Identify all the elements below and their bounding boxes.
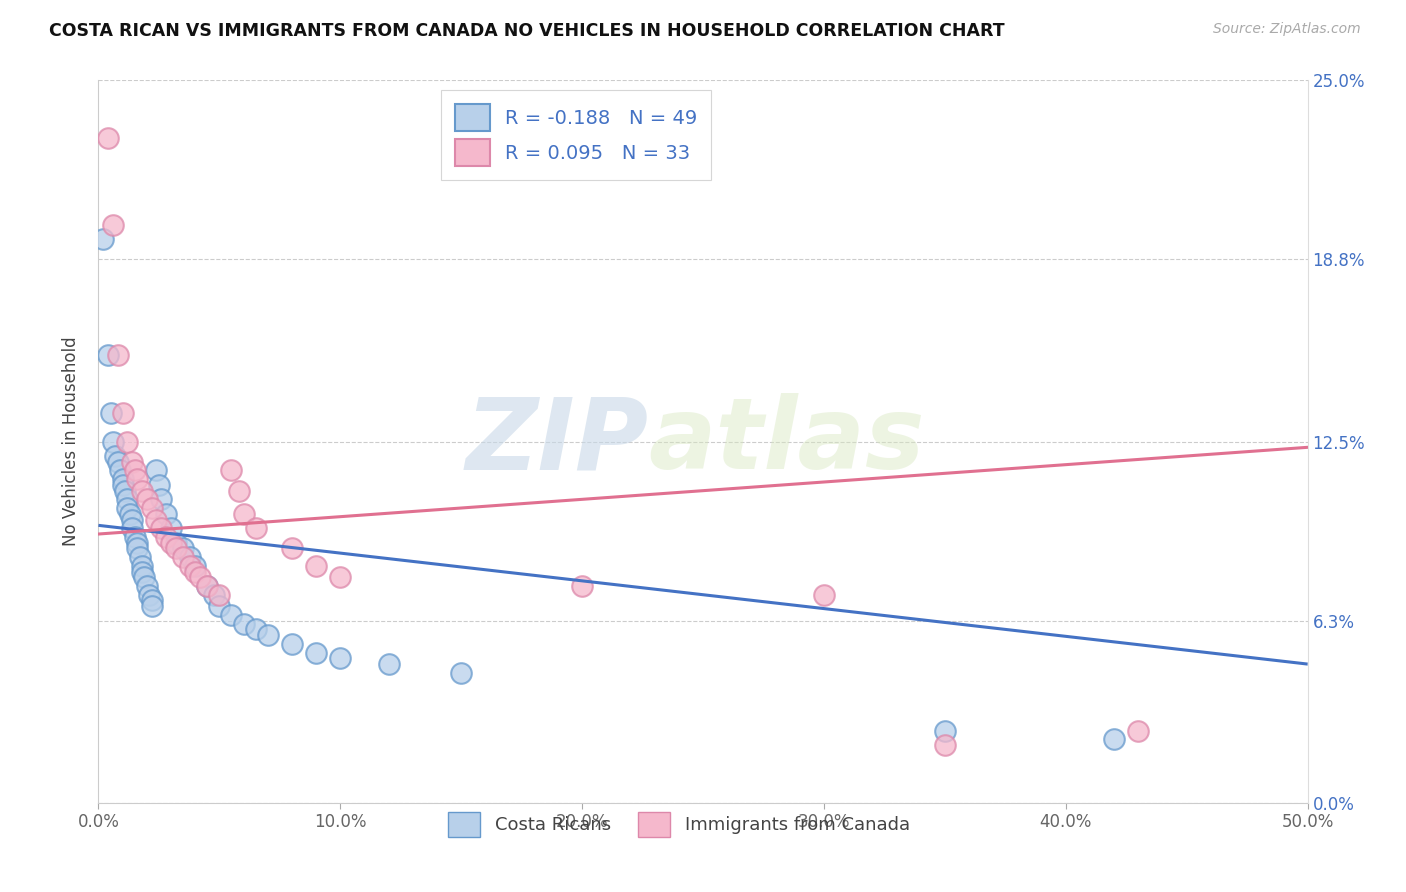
Point [108,463,131,477]
Point [305,558,328,573]
Point [329,570,352,584]
Point [121,521,143,535]
Point [111,472,134,486]
Point [150,521,173,535]
Point [221,607,243,622]
Point [145,512,167,526]
Point [127,541,149,556]
Y-axis label: No Vehicles in Household: No Vehicles in Household [62,336,80,547]
Point [138,588,160,602]
Point [165,535,187,549]
Point [135,492,157,507]
Point [124,463,146,477]
Point [165,541,187,556]
Point [91,232,114,246]
Point [934,723,956,738]
Point [97,131,120,145]
Point [245,623,267,637]
Point [117,492,139,507]
Point [232,616,254,631]
Point [150,492,173,507]
Point [104,449,127,463]
Point [377,657,399,671]
Point [127,472,149,486]
Point [281,541,304,556]
Point [450,665,472,680]
Point [204,588,226,602]
Point [124,530,146,544]
Point [245,521,267,535]
Point [1128,723,1150,738]
Point [329,651,352,665]
Point [571,579,593,593]
Point [121,455,143,469]
Point [232,507,254,521]
Point [281,637,304,651]
Point [128,550,150,565]
Point [97,348,120,362]
Point [141,599,163,614]
Point [228,483,250,498]
Point [131,483,153,498]
Point [101,434,124,449]
Point [111,478,134,492]
Point [221,463,243,477]
Point [813,588,835,602]
Point [256,628,278,642]
Point [145,463,167,477]
Point [131,565,153,579]
Text: Source: ZipAtlas.com: Source: ZipAtlas.com [1213,22,1361,37]
Point [179,558,201,573]
Point [101,218,124,232]
Point [111,406,134,420]
Point [107,348,129,362]
Point [208,599,231,614]
Point [195,579,218,593]
Point [155,530,177,544]
Point [118,507,141,521]
Point [160,521,183,535]
Point [127,535,149,549]
Point [107,455,129,469]
Point [121,512,143,526]
Point [305,646,328,660]
Point [188,570,211,584]
Point [155,507,177,521]
Point [934,738,956,752]
Point [134,570,156,584]
Point [172,541,194,556]
Point [141,501,163,516]
Legend: Costa Ricans, Immigrants from Canada: Costa Ricans, Immigrants from Canada [440,805,917,845]
Point [114,483,136,498]
Point [148,478,170,492]
Point [184,565,207,579]
Point [1102,732,1125,747]
Point [135,579,157,593]
Text: COSTA RICAN VS IMMIGRANTS FROM CANADA NO VEHICLES IN HOUSEHOLD CORRELATION CHART: COSTA RICAN VS IMMIGRANTS FROM CANADA NO… [49,22,1005,40]
Text: atlas: atlas [648,393,925,490]
Point [184,558,207,573]
Point [141,593,163,607]
Point [131,558,153,573]
Point [160,535,183,549]
Point [100,406,122,420]
Text: ZIP: ZIP [465,393,648,490]
Point [179,550,201,565]
Point [117,501,139,516]
Point [195,579,218,593]
Point [117,434,139,449]
Point [172,550,194,565]
Point [208,588,231,602]
